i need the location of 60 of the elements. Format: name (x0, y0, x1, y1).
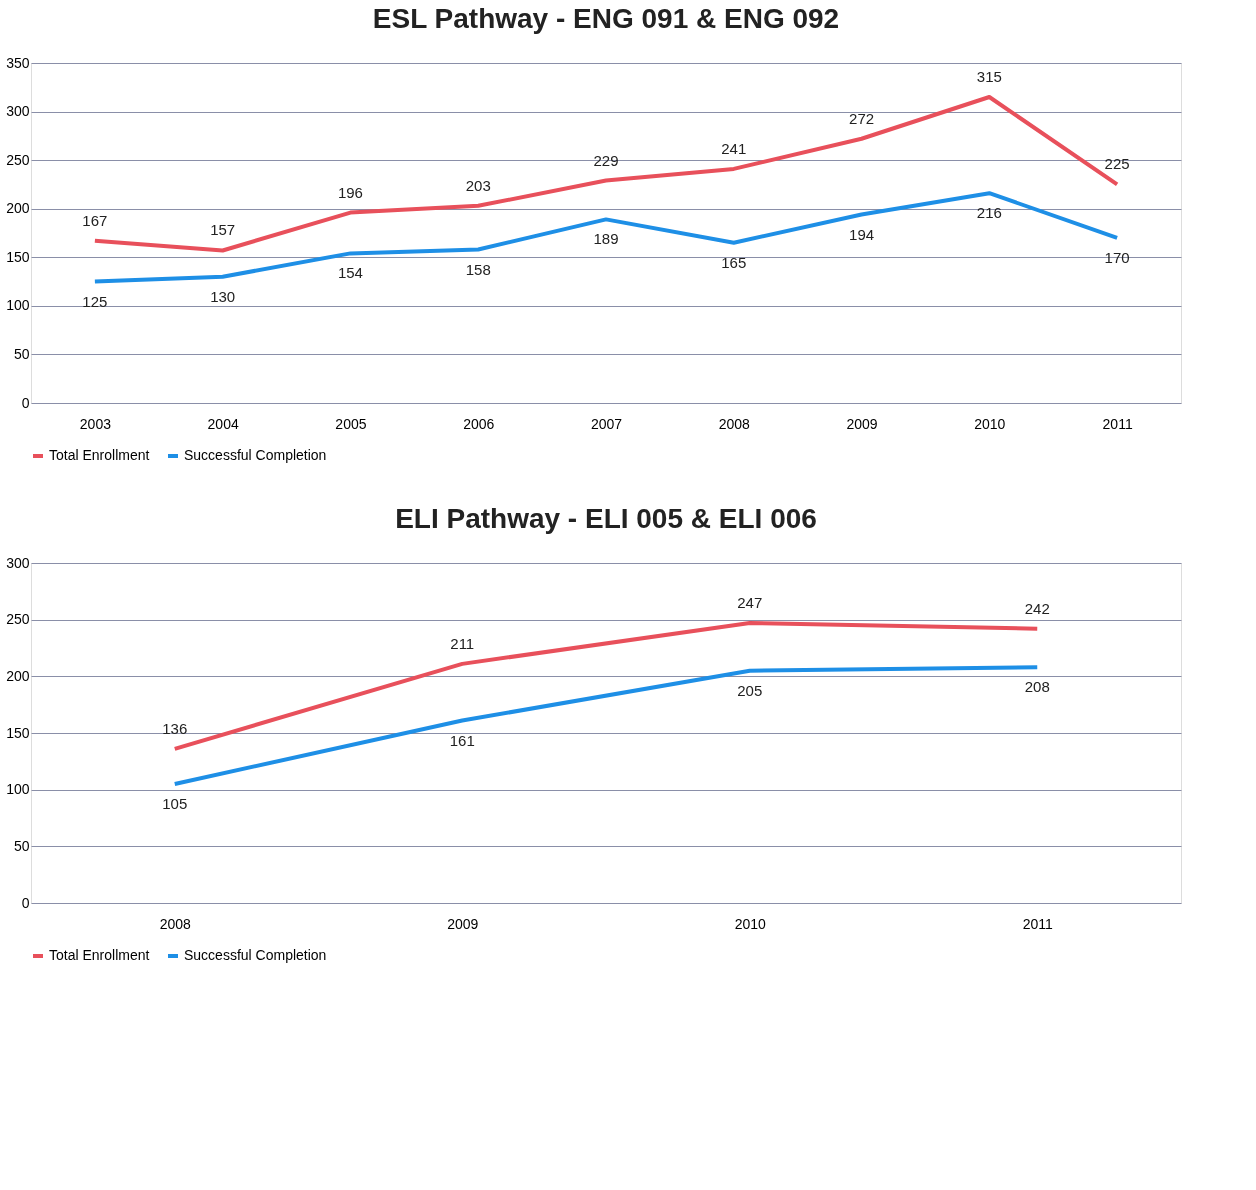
x-tick-label: 2003 (79, 415, 112, 432)
x-tick-label: 2009 (447, 915, 479, 932)
data-label: 170 (1104, 248, 1130, 266)
data-label: 130 (210, 287, 236, 305)
data-label: 189 (593, 230, 619, 248)
y-tick-label: 50 (13, 837, 30, 854)
chart-title: ELI Pathway - ELI 005 & ELI 006 (395, 503, 817, 534)
chart-title: ESL Pathway - ENG 091 & ENG 092 (372, 3, 840, 34)
y-tick-label: 200 (6, 200, 30, 217)
x-tick-label: 2010 (974, 415, 1006, 432)
data-label: 241 (721, 139, 747, 157)
y-tick-label: 150 (6, 724, 30, 741)
legend-label: Total Enrollment (49, 947, 150, 963)
data-label: 161 (449, 731, 475, 749)
data-label: 205 (737, 681, 763, 699)
data-label: 194 (849, 225, 875, 243)
data-label: 196 (337, 183, 363, 201)
data-label: 157 (210, 221, 236, 239)
x-tick-label: 2011 (1022, 915, 1054, 932)
data-label: 229 (593, 151, 619, 169)
legend-label: Total Enrollment (49, 447, 150, 463)
y-tick-label: 250 (6, 151, 30, 168)
x-tick-label: 2005 (335, 415, 367, 432)
x-tick-label: 2010 (734, 915, 767, 932)
data-label: 158 (465, 260, 491, 278)
x-tick-label: 2007 (590, 415, 623, 432)
x-tick-label: 2009 (846, 415, 878, 432)
y-tick-label: 0 (21, 894, 30, 911)
y-tick-label: 300 (6, 103, 30, 120)
y-tick-label: 300 (6, 554, 30, 571)
data-label: 247 (737, 594, 763, 612)
y-tick-label: 150 (6, 248, 30, 265)
y-tick-label: 200 (6, 667, 30, 684)
data-label: 272 (849, 109, 875, 127)
data-label: 242 (1024, 599, 1050, 617)
data-label: 167 (82, 211, 108, 229)
x-tick-label: 2011 (1102, 415, 1133, 432)
x-tick-label: 2008 (718, 415, 751, 432)
data-label: 154 (337, 264, 363, 282)
data-label: 165 (721, 253, 747, 271)
data-label: 216 (976, 204, 1002, 222)
legend-label: Successful Completion (184, 447, 327, 463)
y-tick-label: 250 (6, 611, 30, 628)
data-label: 315 (976, 68, 1002, 85)
data-label: 211 (450, 634, 475, 652)
x-tick-label: 2004 (207, 415, 239, 432)
data-label: 208 (1024, 678, 1050, 696)
data-label: 125 (82, 292, 108, 310)
x-tick-label: 2008 (159, 915, 192, 932)
data-label: 203 (465, 176, 491, 194)
data-label: 225 (1104, 155, 1130, 173)
y-tick-label: 0 (21, 394, 30, 411)
legend-label: Successful Completion (184, 947, 327, 963)
data-label: 136 (162, 719, 188, 737)
data-label: 105 (162, 795, 188, 812)
y-tick-label: 100 (6, 297, 30, 314)
x-tick-label: 2006 (463, 415, 495, 432)
y-tick-label: 100 (6, 781, 30, 798)
y-tick-label: 350 (6, 54, 30, 71)
y-tick-label: 50 (13, 345, 30, 362)
